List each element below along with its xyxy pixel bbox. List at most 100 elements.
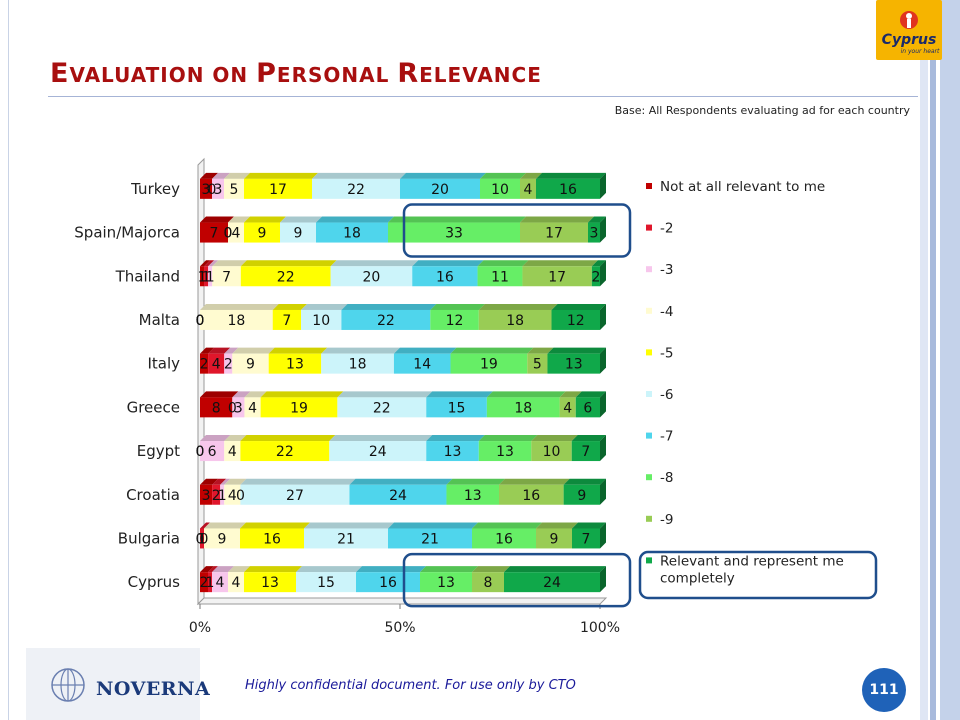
bar-segment [393,353,451,374]
bar-value-label: 6 [208,444,217,460]
bar-segment [426,441,479,462]
bar-segment [504,572,600,593]
bar-segment [224,484,241,505]
bar-value-label: 21 [421,531,439,547]
bar-segment-side [600,566,606,593]
bar-value-label: 18 [506,313,524,329]
bar-value-label: 18 [349,357,367,373]
bar-value-label: 4 [524,182,533,198]
bar-segment [280,222,316,243]
bar-segment-top [478,303,558,310]
bar-segment [200,309,273,330]
bar-segment [536,528,572,549]
bar-segment [208,353,225,374]
bar-segment [480,178,520,199]
category-label: Malta [139,311,180,329]
bar-value-label: 16 [263,531,281,547]
bar-value-label: 5 [230,182,239,198]
bar-segment-top [212,260,247,267]
bar-segment-top [531,435,578,442]
category-label: Greece [127,398,180,416]
legend-swatch [646,515,652,522]
bar-value-label: 10 [312,313,330,329]
bar-value-label: 1 [218,488,227,504]
chart-category-labels: Turkey Spain/Majorca Thailand Malta Italy Gre… [74,180,180,591]
bar-segment-top [200,566,214,573]
bar-segment [212,178,224,199]
bar-segment-top [563,478,606,485]
bar-segment-top [272,303,308,310]
bar-segment [244,222,280,243]
bar-segment [520,178,536,199]
bar-value-label: 15 [317,575,335,591]
bar-value-label: 3 [202,182,211,198]
footer-note: Highly confidential document. For use on… [245,678,576,693]
cyprus-logo: Cyprus in your heart [876,0,942,60]
bar-segment [446,484,499,505]
bar-segment [200,484,213,505]
category-label: Egypt [137,442,180,460]
bar-segment-side [600,260,606,287]
bar-segment [208,572,212,593]
bar-value-label: 13 [437,575,455,591]
noverna-name: NOVERNA [96,678,211,700]
bar-segment-top [208,347,231,354]
bar-value-label: 1 [198,269,207,285]
left-border-line [8,0,9,720]
legend-swatch [646,557,652,564]
bar-value-label: 16 [522,488,540,504]
bar-segment [547,353,600,374]
bar-segment [316,222,388,243]
bar-value-label: 4 [232,226,241,242]
bar-segment [200,397,233,418]
category-label: Turkey [130,180,180,198]
bar-segment [200,266,205,287]
bar-segment-top [244,172,318,179]
bar-segment-top [426,435,485,442]
bar-segment-top [426,391,493,398]
bar-segment-top [208,260,219,267]
bar-value-label: 9 [258,226,267,242]
bar-segment [559,397,576,418]
bar-segment [477,266,523,287]
bar-value-label: 11 [491,269,509,285]
bar-value-label: 19 [480,357,498,373]
bar-value-label: 13 [286,357,304,373]
bar-segment [244,572,296,593]
bar-value-label: 13 [496,444,514,460]
bar-segment [244,397,261,418]
x-tick-label: 50% [384,620,415,636]
bar-segment [412,266,478,287]
legend-entry: -5 [660,345,673,361]
legend-entry: Not at all relevant to me [660,179,825,195]
bar-segment-top [446,478,505,485]
bar-segment [312,178,400,199]
bar-value-label: 15 [448,400,466,416]
bar-segment [240,528,304,549]
right-rail-dark [940,0,960,720]
bar-segment-top [575,391,606,398]
bar-segment-side [600,522,606,549]
bar-value-label: 0 [196,313,205,329]
bar-segment [208,266,213,287]
bar-value-label: 0 [228,400,237,416]
legend-entry: -4 [660,304,673,320]
bar-segment [304,528,388,549]
bar-segment [591,266,600,287]
bar-value-label: 0 [236,488,245,504]
bar-segment [228,572,244,593]
bar-segment [260,397,338,418]
bar-value-label: 0 [196,444,205,460]
bar-value-label: 24 [543,575,561,591]
bar-segment [301,309,342,330]
legend-entry: -9 [660,512,673,528]
legend-entry: -3 [660,262,673,278]
bar-value-label: 6 [583,400,592,416]
legend-highlight-box [638,550,878,600]
bar-segment [232,397,245,418]
bar-value-label: 4 [563,400,572,416]
bar-segment-top [220,478,231,485]
bar-value-label: 4 [212,357,221,373]
bar-value-label: 2 [200,357,209,373]
bar-segment [588,222,600,243]
